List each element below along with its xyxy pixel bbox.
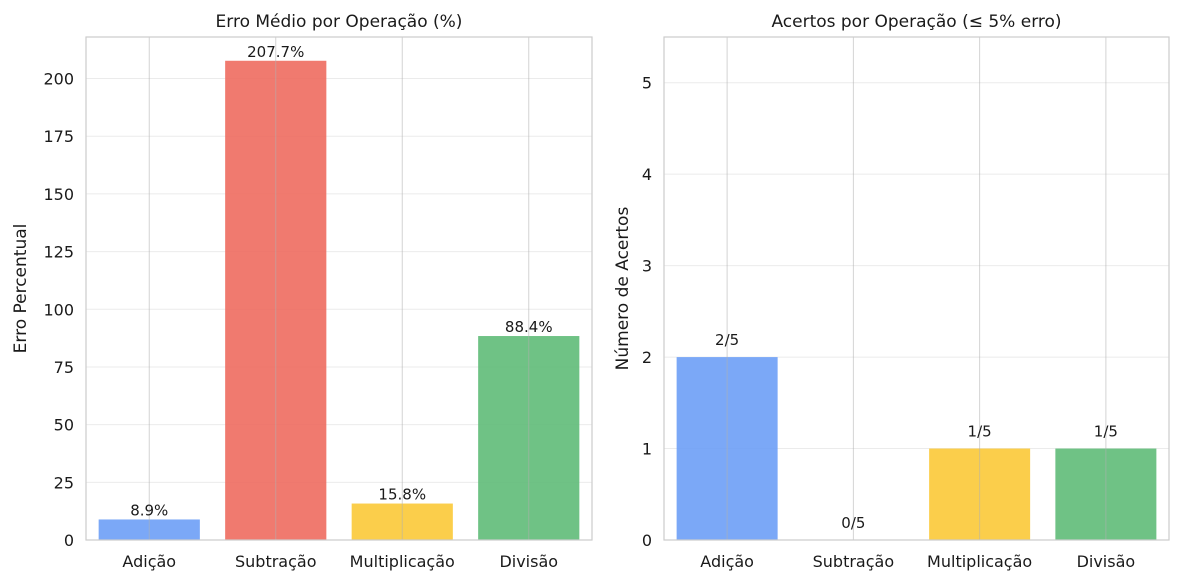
data-label: 0/5 — [841, 514, 865, 532]
y-tick-label: 2 — [642, 348, 652, 367]
x-tick-label: Adição — [700, 552, 754, 571]
x-tick-label: Subtração — [235, 552, 317, 571]
data-label: 1/5 — [1094, 423, 1118, 441]
y-tick-label: 100 — [43, 300, 74, 319]
data-label: 8.9% — [130, 501, 168, 519]
y-tick-label: 5 — [642, 74, 652, 93]
y-tick-label: 75 — [54, 358, 74, 377]
y-tick-label: 1 — [642, 440, 652, 459]
y-axis-label: Número de Acertos — [613, 207, 633, 371]
chart-erro-medio: Erro Médio por Operação (%) Erro Percent… — [11, 12, 593, 571]
chart-acertos: Acertos por Operação (≤ 5% erro) Número … — [613, 12, 1170, 571]
axes-frame — [85, 36, 593, 541]
x-tick-label: Divisão — [1077, 552, 1136, 571]
grid — [86, 78, 592, 483]
data-label: 2/5 — [715, 331, 739, 349]
y-tick-label: 50 — [54, 416, 74, 435]
y-tick-label: 200 — [43, 70, 74, 89]
data-label: 88.4% — [505, 318, 553, 336]
y-tick-label: 125 — [43, 243, 74, 262]
chart-title: Acertos por Operação (≤ 5% erro) — [771, 12, 1061, 32]
x-tick-label: Multiplicação — [350, 552, 455, 571]
chart-title: Erro Médio por Operação (%) — [216, 12, 463, 32]
data-label: 207.7% — [247, 43, 304, 61]
y-tick-label: 25 — [54, 473, 74, 492]
data-label: 15.8% — [378, 486, 426, 504]
y-tick-label: 175 — [43, 127, 74, 146]
data-label: 1/5 — [968, 423, 992, 441]
axes-frame — [663, 36, 1170, 541]
x-tick-label: Divisão — [499, 552, 558, 571]
y-tick-label: 150 — [43, 185, 74, 204]
y-tick-label: 0 — [642, 531, 652, 550]
y-axis-label: Erro Percentual — [11, 224, 31, 354]
y-tick-label: 3 — [642, 257, 652, 276]
y-tick-label: 4 — [642, 165, 652, 184]
x-tick-label: Adição — [122, 552, 176, 571]
x-tick-label: Subtração — [813, 552, 895, 571]
bars — [98, 60, 580, 540]
x-tick-label: Multiplicação — [927, 552, 1032, 571]
y-tick-label: 0 — [64, 531, 74, 550]
